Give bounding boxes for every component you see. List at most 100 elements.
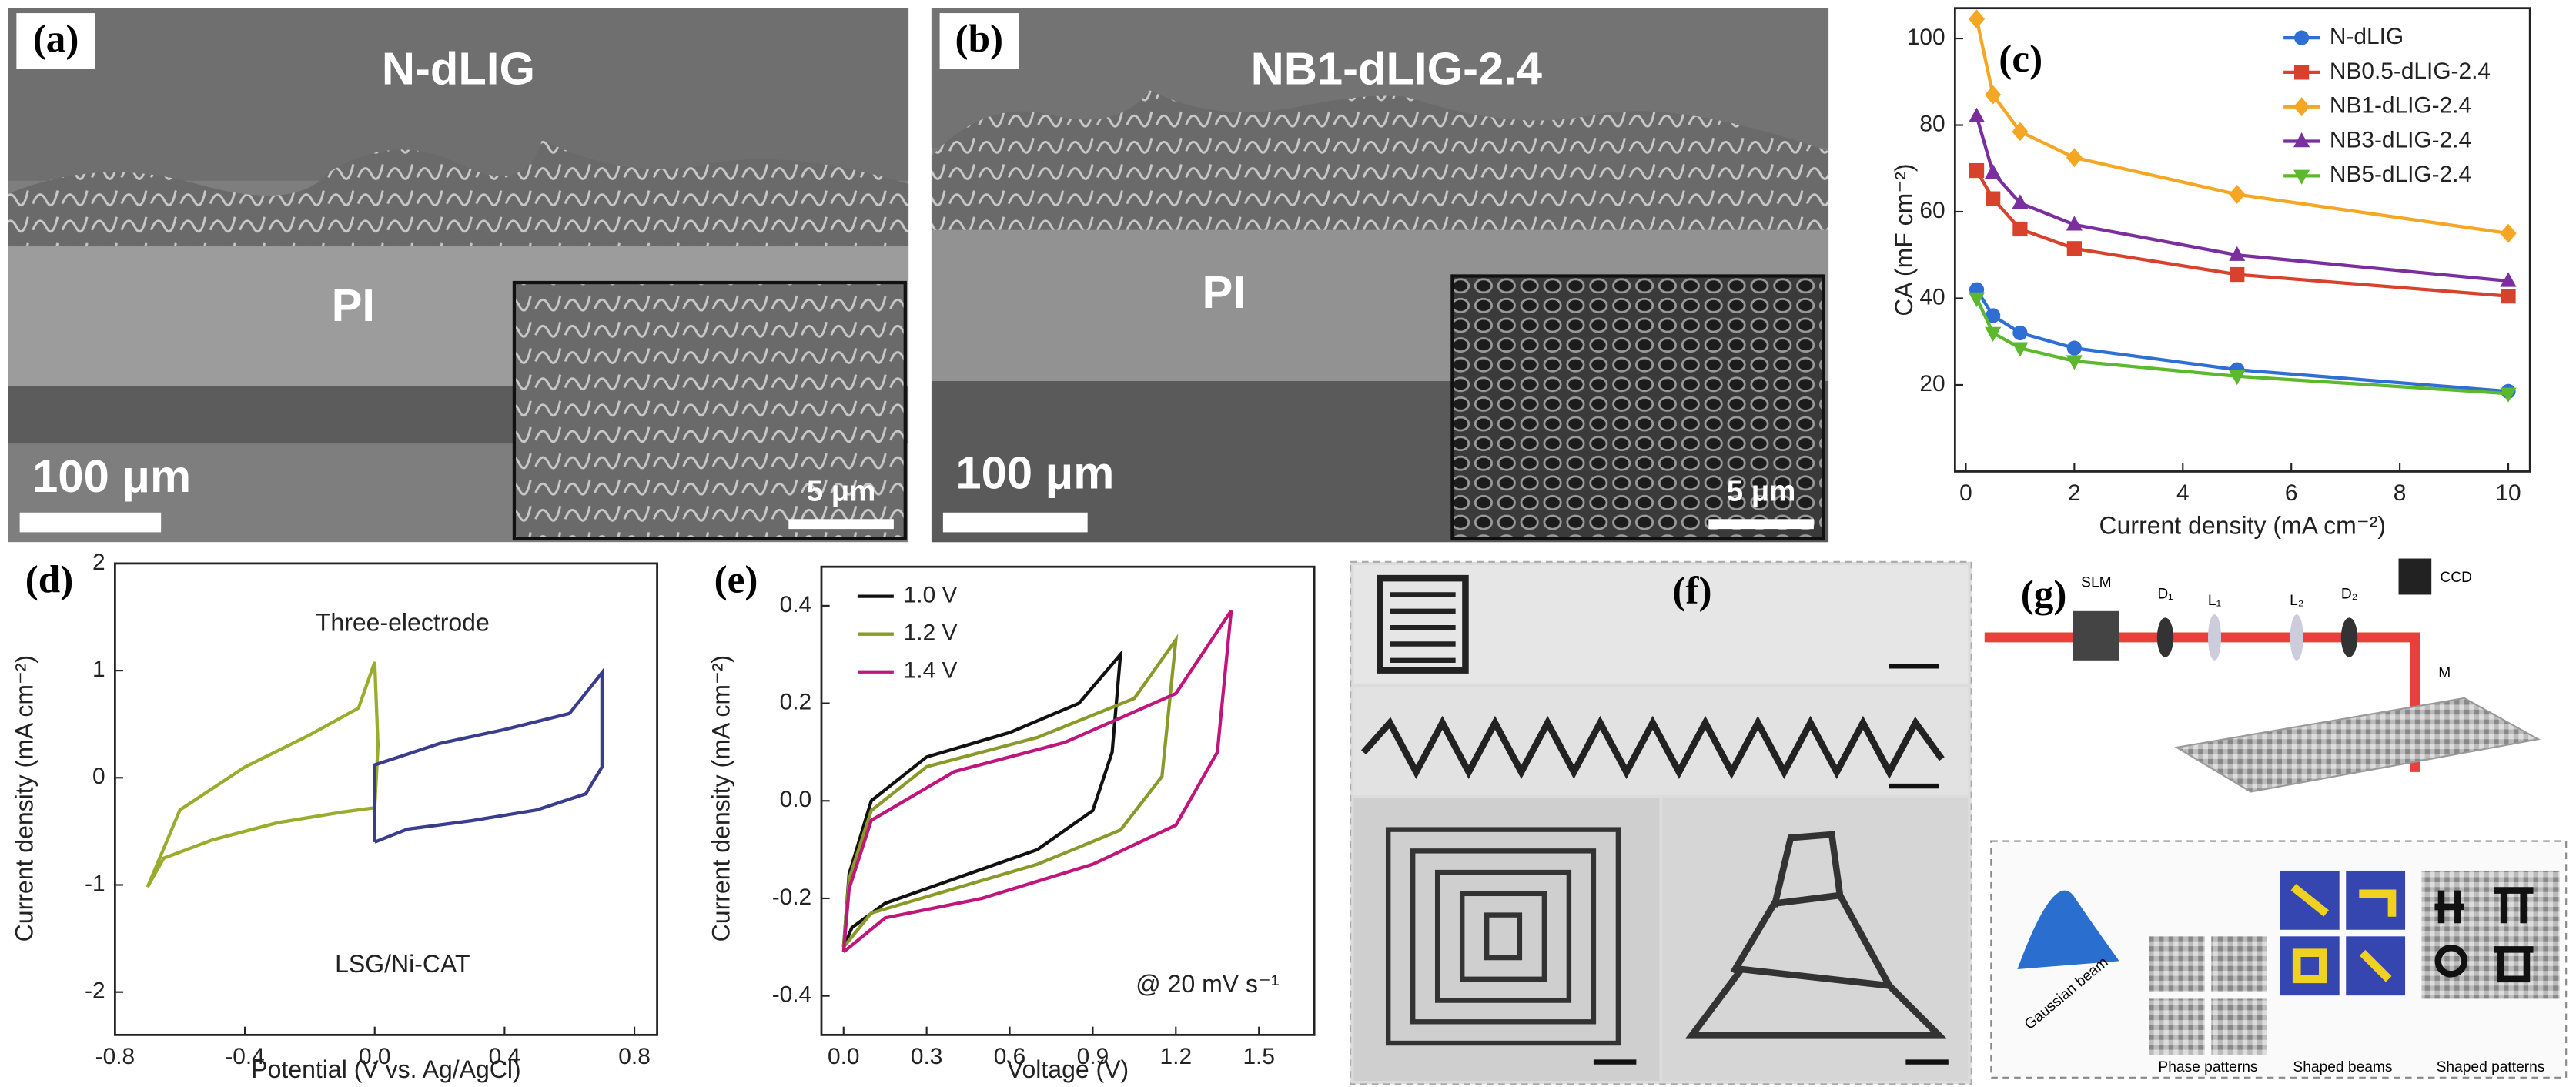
series-line bbox=[841, 610, 1233, 954]
label-box bbox=[939, 13, 1019, 69]
phase-pattern bbox=[2149, 998, 2205, 1055]
marker bbox=[2066, 148, 2083, 168]
device-lines bbox=[1390, 592, 1456, 664]
series-line bbox=[841, 634, 1179, 948]
marker bbox=[1968, 107, 1986, 122]
legend-marker bbox=[2293, 97, 2310, 117]
series-line bbox=[1975, 297, 2509, 396]
panel-g: (g) SLM D₁ L₁ L₂ D₂ CCD M Gaussian beam … bbox=[1984, 558, 2568, 1079]
photo bbox=[1353, 565, 1969, 684]
marker bbox=[2012, 342, 2029, 357]
legend-label: NB0.5-dLIG-2.4 bbox=[2330, 59, 2491, 84]
panel-label: (a) bbox=[33, 17, 79, 61]
x-tick-label: 6 bbox=[2285, 480, 2298, 506]
marker bbox=[2012, 122, 2029, 142]
marker bbox=[1985, 85, 2002, 105]
phase-pattern bbox=[2211, 998, 2267, 1055]
scale-label: 100 μm bbox=[32, 450, 191, 502]
panel-label: (e) bbox=[714, 557, 758, 601]
legend-label: N-dLIG bbox=[2330, 24, 2404, 49]
panel-f: (f) bbox=[1350, 560, 1972, 1085]
y-tick-label: 0.4 bbox=[780, 592, 812, 617]
inset-scale-bar bbox=[788, 519, 894, 530]
x-tick-label: 1.2 bbox=[1160, 1044, 1193, 1069]
phase-pattern bbox=[2149, 936, 2205, 992]
marker bbox=[1969, 162, 1985, 179]
annotation: LSG/Ni-CAT bbox=[335, 950, 470, 978]
y-tick-label: 20 bbox=[1919, 371, 1945, 396]
label-box bbox=[2004, 571, 2083, 624]
shaped-beam bbox=[2280, 936, 2340, 996]
panel-label: (g) bbox=[2021, 572, 2067, 616]
sem-lig-layer bbox=[931, 90, 1829, 230]
marker bbox=[2066, 241, 2082, 256]
scale-bar bbox=[1889, 783, 1939, 789]
shaped-beam bbox=[2346, 870, 2406, 930]
ccd bbox=[2398, 558, 2432, 595]
panel-b: (b) NB1-dLIG-2.4 PI 100 μm 5 μm bbox=[931, 8, 1829, 543]
y-tick-label: 40 bbox=[1919, 284, 1945, 309]
panel-label: (d) bbox=[25, 557, 74, 601]
spiral bbox=[1385, 827, 1621, 1046]
legend-marker bbox=[2294, 65, 2310, 80]
caption: Shaped patterns bbox=[2437, 1059, 2545, 1075]
y-tick-label: 0 bbox=[92, 764, 105, 789]
x-tick-label: 4 bbox=[2176, 480, 2190, 506]
scale-bar bbox=[1593, 1059, 1637, 1065]
x-tick-label: 0.6 bbox=[994, 1044, 1026, 1069]
sample-title: NB1-dLIG-2.4 bbox=[1251, 43, 1542, 95]
series-line bbox=[1975, 115, 2509, 283]
layer-label: PI bbox=[332, 279, 375, 331]
device bbox=[1377, 574, 1469, 674]
y-tick-label: 1 bbox=[92, 657, 105, 682]
plot-frame bbox=[114, 562, 658, 1036]
x-tick-label: 10 bbox=[2495, 480, 2521, 506]
marker bbox=[2229, 246, 2246, 261]
lens bbox=[2207, 614, 2222, 661]
sample-title: N-dLIG bbox=[382, 43, 535, 95]
marker bbox=[2012, 325, 2028, 341]
series-line bbox=[841, 649, 1123, 948]
legend-label: 1.2 V bbox=[904, 620, 958, 646]
slm bbox=[2073, 610, 2119, 661]
marker bbox=[2066, 355, 2083, 370]
x-tick-label: 0.8 bbox=[618, 1044, 651, 1069]
legend-label: NB5-dLIG-2.4 bbox=[2330, 162, 2471, 187]
scale-bar bbox=[19, 512, 162, 533]
marker bbox=[2501, 289, 2516, 304]
x-axis-label: Current density (mA cm⁻²) bbox=[2099, 511, 2387, 539]
layer-label: PI bbox=[1203, 266, 1246, 318]
legend-marker bbox=[2294, 30, 2310, 45]
legend-marker bbox=[2293, 132, 2310, 148]
x-tick-label: -0.8 bbox=[95, 1044, 135, 1069]
annotation: @ 20 mV s⁻¹ bbox=[1136, 970, 1279, 998]
x-axis-label: Voltage (V) bbox=[1007, 1055, 1129, 1083]
diaphragm bbox=[2156, 617, 2174, 657]
x-tick-label: 0.4 bbox=[489, 1044, 521, 1069]
panel-label: (c) bbox=[1999, 37, 2042, 81]
legend-marker bbox=[2293, 169, 2310, 185]
y-tick-label: -1 bbox=[85, 871, 105, 896]
legend-label: 1.4 V bbox=[904, 658, 958, 684]
caption: Shaped beams bbox=[2293, 1059, 2392, 1075]
component-label: M bbox=[2438, 665, 2451, 681]
phase-pattern bbox=[2211, 936, 2267, 992]
marker bbox=[2012, 221, 2028, 237]
sem-inset bbox=[512, 280, 907, 541]
marker bbox=[1985, 326, 2002, 342]
sem-lig-layer bbox=[8, 139, 909, 247]
marker bbox=[2229, 370, 2246, 386]
component-label: L₂ bbox=[2290, 593, 2303, 609]
sem-background bbox=[8, 8, 909, 181]
marker bbox=[2500, 272, 2517, 287]
marker bbox=[2230, 266, 2245, 283]
pattern-shape bbox=[2434, 887, 2534, 983]
panel-label: (f) bbox=[1672, 569, 1711, 613]
x-tick-label: 0.9 bbox=[1077, 1044, 1109, 1069]
series-line bbox=[1975, 18, 2509, 236]
x-tick-label: 0.3 bbox=[911, 1044, 943, 1069]
marker bbox=[2500, 387, 2517, 403]
y-tick-label: 100 bbox=[1907, 25, 1945, 50]
y-tick-label: -2 bbox=[85, 978, 105, 1004]
